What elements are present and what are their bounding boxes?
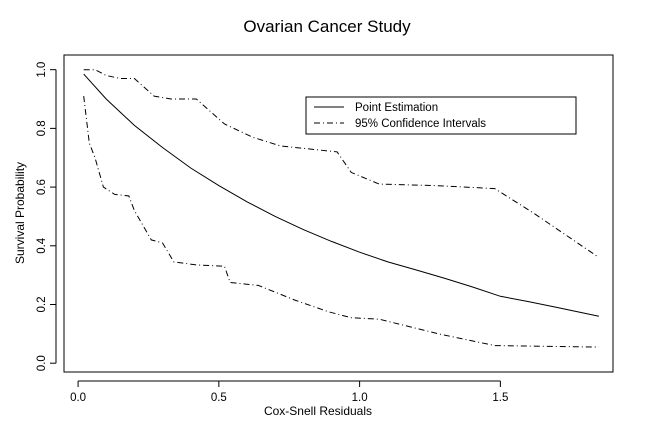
x-tick-label: 0.0	[70, 392, 86, 404]
y-axis-label: Survival Probability	[13, 162, 27, 264]
x-tick-label: 1.0	[352, 392, 368, 404]
y-tick-label: 1.0	[36, 62, 48, 78]
y-tick-label: 0.4	[36, 237, 48, 254]
legend-box	[305, 96, 577, 135]
x-tick-label: 1.5	[492, 392, 508, 404]
x-axis: 0.0 0.5 1.0 1.5	[70, 380, 508, 404]
legend-label-point-estimation: Point Estimation	[355, 102, 438, 114]
y-tick-label: 0.0	[36, 355, 48, 371]
y-axis: 0.0 0.2 0.4 0.6 0.8 1.0	[36, 62, 57, 371]
series-point-estimation	[83, 73, 600, 317]
series-ci-lower	[83, 96, 599, 348]
y-tick-label: 0.2	[36, 296, 48, 312]
legend: Point Estimation 95% Confidence Interval…	[305, 96, 577, 135]
x-axis-label: Cox-Snell Residuals	[264, 404, 372, 418]
y-tick-label: 0.6	[36, 179, 48, 195]
y-tick-label: 0.8	[36, 120, 48, 136]
legend-label-confidence-intervals: 95% Confidence Intervals	[355, 118, 486, 130]
plot-frame	[63, 54, 614, 373]
chart-title: Ovarian Cancer Study	[243, 17, 411, 36]
x-tick-label: 0.5	[211, 392, 227, 404]
series-layer	[83, 69, 600, 348]
